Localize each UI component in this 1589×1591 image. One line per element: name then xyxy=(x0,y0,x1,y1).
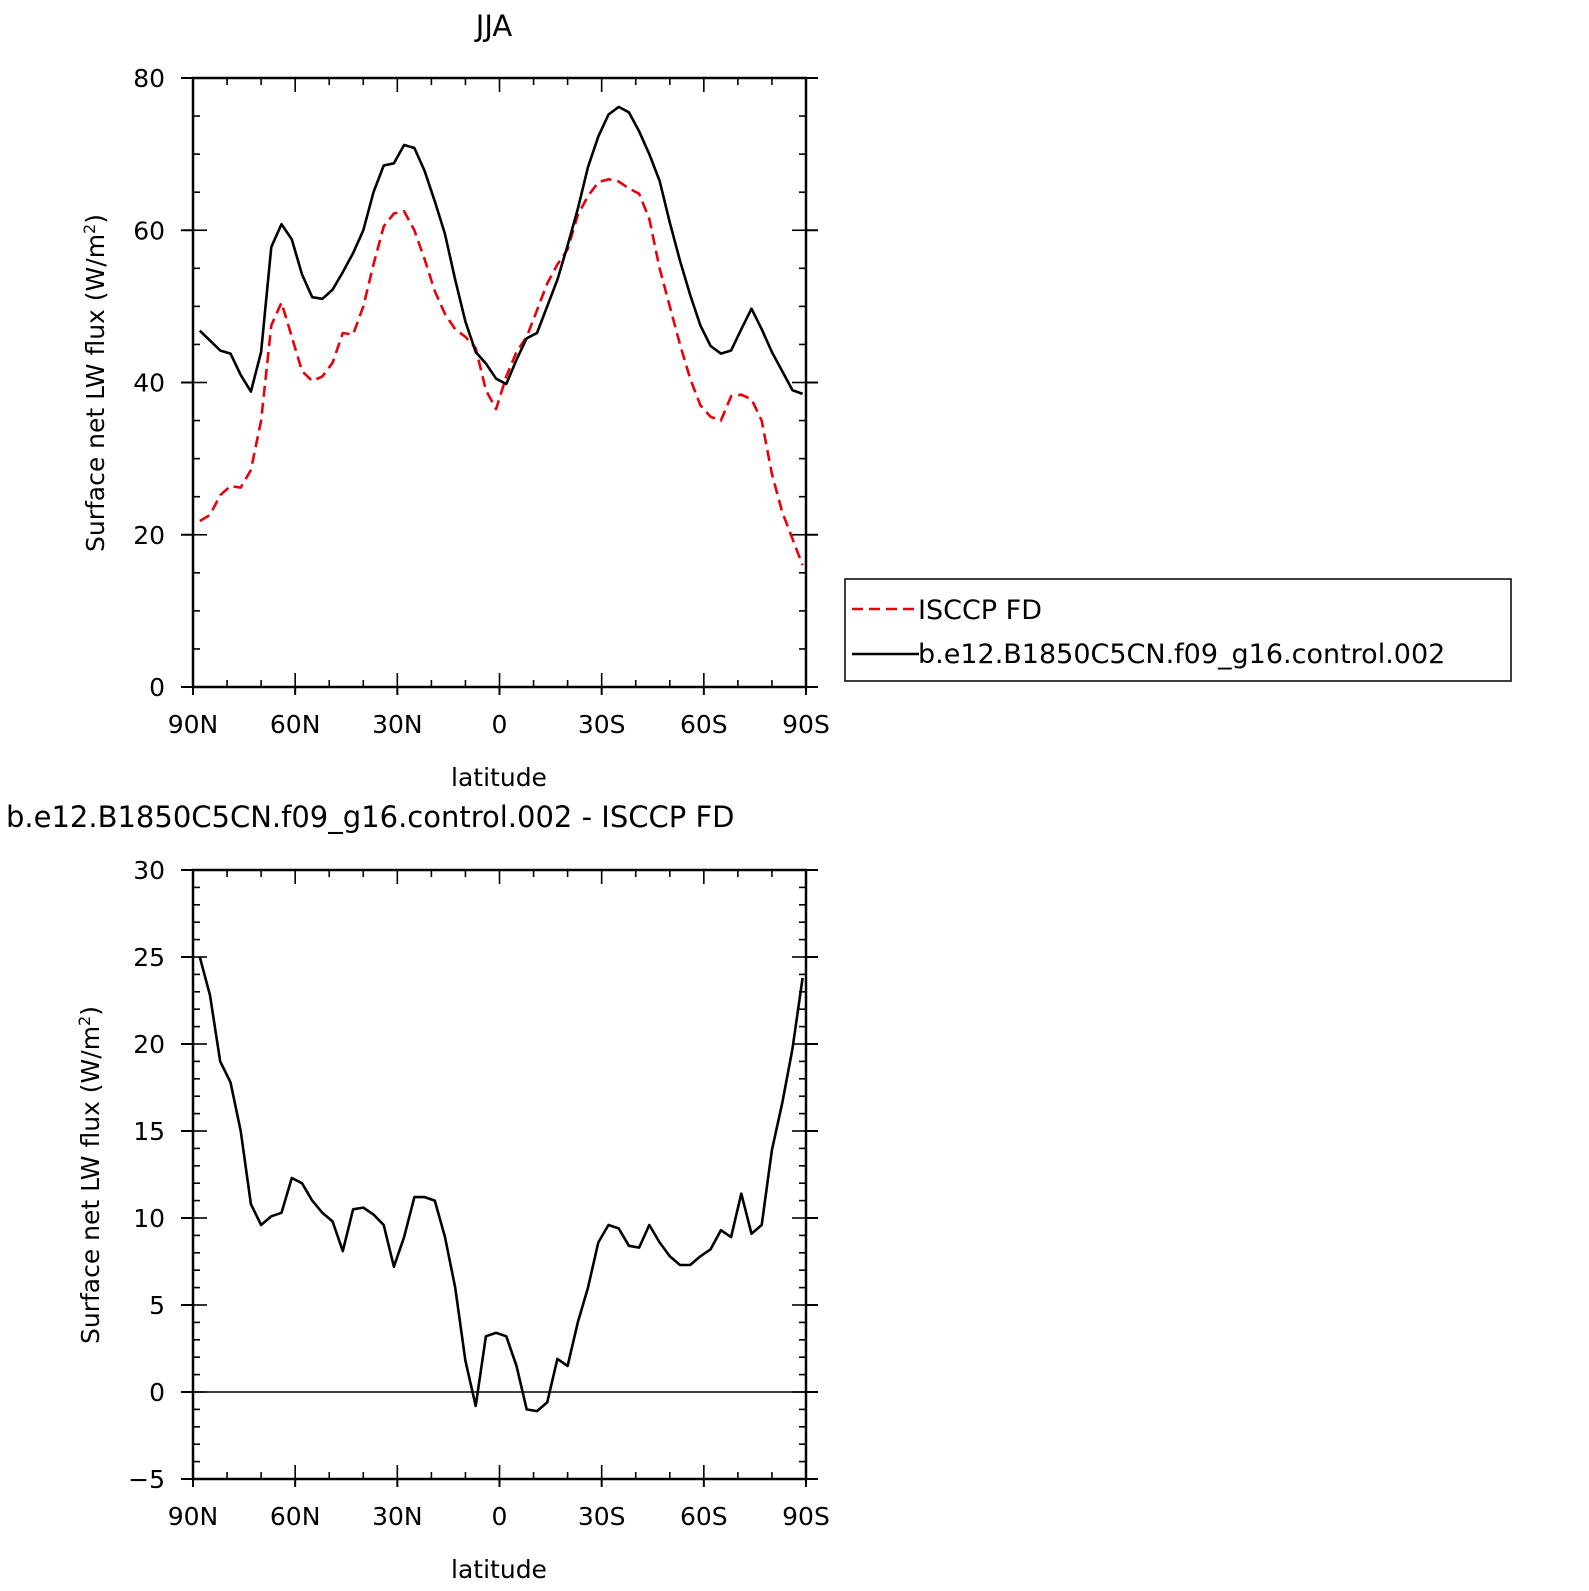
top-chart-y-axis-label-end: ) xyxy=(81,214,110,224)
top-chart-lines xyxy=(198,105,804,566)
bottom-x-tick-label: 30N xyxy=(372,1502,423,1531)
top-chart-y-axis-label-main: Surface net LW flux (W/m xyxy=(81,234,110,552)
bottom-y-tick-label: 0 xyxy=(149,1378,165,1407)
bottom-x-tick-label: 30S xyxy=(578,1502,626,1531)
bottom-x-tick-label: 0 xyxy=(492,1502,508,1531)
top-y-tick-label: 40 xyxy=(133,369,165,398)
top-chart-y-axis-label: Surface net LW flux (W/m2) xyxy=(80,214,110,552)
bottom-chart-x-tick-labels: 90N 60N 30N 0 30S 60S 90S xyxy=(168,1502,830,1531)
bottom-chart-title: b.e12.B1850C5CN.f09_g16.control.002 - IS… xyxy=(6,800,734,834)
bottom-x-tick-label: 90S xyxy=(782,1502,830,1531)
bottom-chart-x-axis-label: latitude xyxy=(451,1555,547,1584)
bottom-series-line-0 xyxy=(198,956,804,1413)
bottom-y-tick-label: 15 xyxy=(133,1117,165,1146)
top-chart-x-tick-labels: 90N 60N 30N 0 30S 60S 90S xyxy=(168,710,830,739)
top-y-tick-label: 0 xyxy=(149,673,165,702)
bottom-chart-ticks xyxy=(181,869,818,1487)
bottom-y-tick-label: −5 xyxy=(128,1465,165,1494)
bottom-y-tick-label: 20 xyxy=(133,1030,165,1059)
top-series-line-1 xyxy=(198,105,804,396)
bottom-x-tick-label: 60N xyxy=(270,1502,321,1531)
top-y-tick-label: 80 xyxy=(133,64,165,93)
top-chart-y-tick-labels: 0 20 40 60 80 xyxy=(133,64,165,702)
bottom-chart-y-axis-label-end: ) xyxy=(76,1006,105,1016)
bottom-chart-y-axis-label-main: Surface net LW flux (W/m xyxy=(76,1026,105,1344)
bottom-chart-y-axis-label: Surface net LW flux (W/m2) xyxy=(75,1006,105,1344)
legend-label-isccp-fd: ISCCP FD xyxy=(918,595,1042,626)
top-chart-ticks xyxy=(181,77,818,695)
bottom-x-tick-label: 60S xyxy=(680,1502,728,1531)
bottom-y-tick-label: 5 xyxy=(149,1291,165,1320)
top-series-line-0 xyxy=(199,177,804,566)
top-x-tick-label: 60S xyxy=(680,710,728,739)
bottom-y-tick-label: 10 xyxy=(133,1204,165,1233)
bottom-chart-y-axis-label-superscript: 2 xyxy=(75,1016,94,1026)
bottom-x-tick-label: 90N xyxy=(168,1502,219,1531)
legend-box xyxy=(844,578,1512,682)
top-y-tick-label: 20 xyxy=(133,521,165,550)
top-x-tick-label: 30S xyxy=(578,710,626,739)
top-x-tick-label: 0 xyxy=(492,710,508,739)
top-chart-x-axis-label: latitude xyxy=(451,763,547,792)
top-x-tick-label: 90S xyxy=(782,710,830,739)
bottom-y-tick-label: 25 xyxy=(133,943,165,972)
top-chart-frame xyxy=(191,76,808,689)
legend-label-control: b.e12.B1850C5CN.f09_g16.control.002 xyxy=(918,639,1445,670)
top-chart-y-axis-label-superscript: 2 xyxy=(80,224,99,234)
top-x-tick-label: 30N xyxy=(372,710,423,739)
bottom-chart-y-tick-labels: −5 0 5 10 15 20 25 30 xyxy=(128,856,165,1494)
bottom-chart-frame xyxy=(191,868,808,1481)
top-chart: JJA 90N 60N 30N 0 30S 60S 90S 0 20 40 60 80 latitu… xyxy=(80,9,1512,792)
bottom-chart-lines xyxy=(198,956,804,1413)
top-y-tick-label: 60 xyxy=(133,216,165,245)
bottom-chart: b.e12.B1850C5CN.f09_g16.control.002 - IS… xyxy=(6,800,830,1584)
top-x-tick-label: 90N xyxy=(168,710,219,739)
legend: ISCCP FD b.e12.B1850C5CN.f09_g16.control… xyxy=(844,578,1512,682)
bottom-y-tick-label: 30 xyxy=(133,856,165,885)
top-x-tick-label: 60N xyxy=(270,710,321,739)
top-chart-title: JJA xyxy=(474,9,513,43)
